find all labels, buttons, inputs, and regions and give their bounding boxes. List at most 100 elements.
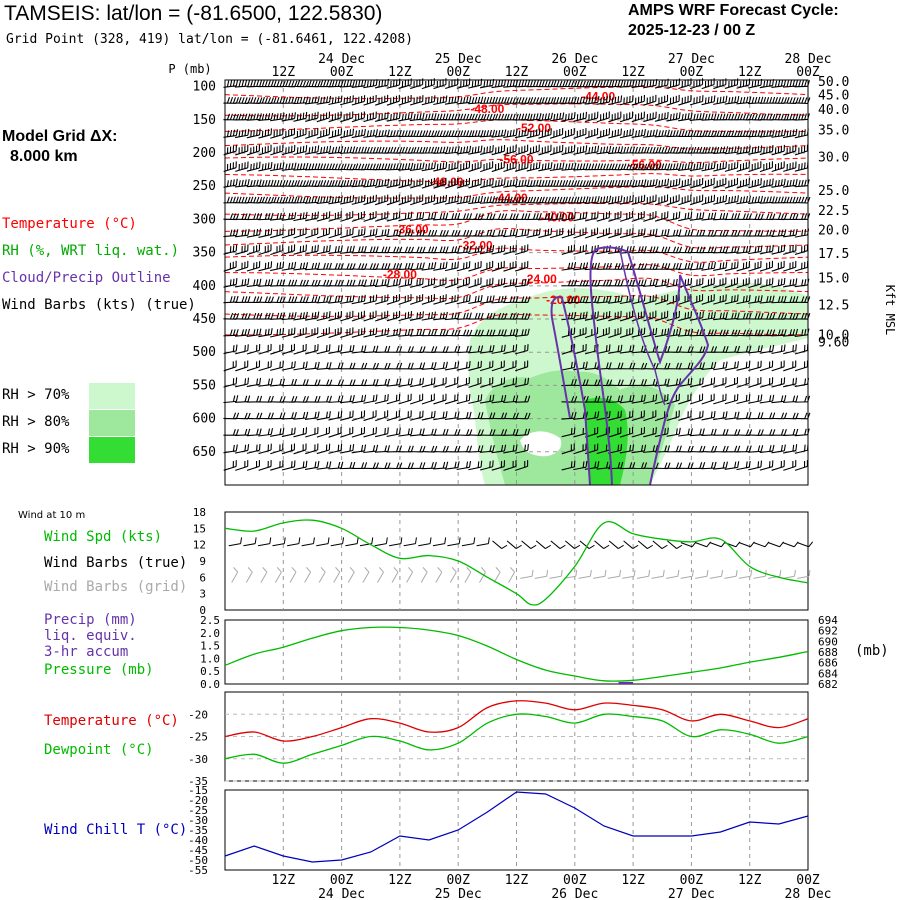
wind-barb-shaft — [759, 150, 773, 156]
wind-barb-feather — [314, 245, 316, 252]
wind-barb-feather — [530, 163, 532, 171]
wind-barb-shaft — [631, 134, 645, 138]
wind-barb-feather — [527, 97, 531, 104]
wind-barb-feather — [565, 147, 567, 154]
wind-barb-feather — [783, 344, 786, 351]
wind-barb-feather — [766, 80, 769, 87]
station-name: TAMSEIS: — [4, 2, 101, 25]
wind-barb-feather — [690, 147, 694, 154]
wind-barb-feather — [678, 112, 681, 119]
wind-barb-shaft — [351, 200, 365, 205]
wind-barb — [281, 128, 296, 139]
wind-barb-feather — [419, 246, 423, 253]
wind-barb-feather — [620, 128, 622, 135]
wind-barb-feather — [620, 111, 622, 118]
wind-barb-feather — [431, 162, 433, 170]
wind-barb-feather — [340, 80, 344, 87]
wind-barb-shaft — [351, 117, 365, 123]
wind-barb-feather — [602, 180, 607, 187]
wind-barb — [468, 161, 482, 173]
wind-barb-feather — [763, 97, 767, 104]
wind-barb-feather — [751, 113, 755, 120]
wind-barb-feather — [323, 262, 326, 270]
wind-barb-feather — [594, 146, 597, 153]
wind-barb — [223, 360, 237, 372]
wind-barb-feather — [442, 162, 445, 169]
wind-barb-feather — [529, 96, 534, 104]
wind-barb-feather — [285, 97, 289, 104]
wind-barb-feather — [524, 80, 528, 87]
wind-barb-feather — [314, 312, 317, 319]
wind-barb-feather — [334, 246, 337, 253]
wind-barb — [503, 144, 517, 156]
wind-barb-feather — [605, 262, 609, 270]
wind-barb-feather — [474, 295, 477, 303]
wind-barb-feather — [783, 144, 785, 152]
wind-barb-feather — [422, 294, 424, 301]
wind-barb-feather — [804, 179, 807, 187]
wind-barb-shaft — [316, 134, 330, 139]
wind-barb-shaft — [444, 317, 458, 321]
wind-barb-feather — [238, 96, 242, 104]
wind-barb-feather — [294, 378, 297, 386]
wind-barb-shaft — [526, 134, 540, 139]
wind-barb-feather — [739, 147, 742, 154]
wind-barb-feather — [451, 229, 455, 237]
wind-barb-feather — [792, 145, 794, 152]
wind-barb-feather — [652, 95, 654, 103]
wind-barb-feather — [299, 262, 303, 270]
wind-barb-feather — [282, 261, 285, 268]
wind-barb-feather — [445, 377, 447, 384]
wind-barb — [258, 144, 272, 156]
wind-barb-feather — [433, 95, 436, 102]
wind-barb-shaft — [596, 367, 610, 370]
wind-barb-feather — [699, 146, 703, 154]
wind-barb-feather — [597, 145, 600, 152]
wind-barb-shaft — [643, 351, 657, 354]
wind-barb — [573, 145, 588, 155]
wind-barb-shaft — [433, 200, 447, 205]
wind-barb-shaft — [782, 85, 797, 88]
wind-barb-feather — [600, 130, 602, 138]
wind-barb-feather — [463, 295, 465, 303]
wind-barb-feather — [535, 213, 539, 220]
wind-barb-feather — [323, 246, 325, 253]
wind-barb — [409, 130, 426, 138]
wind-barb-feather — [384, 79, 387, 86]
wind-barb-feather — [547, 162, 550, 170]
wind-barb-feather — [363, 327, 366, 334]
wind-barb-feather — [524, 229, 527, 236]
wind-barb-feather — [340, 227, 342, 235]
wind-barb-feather — [317, 145, 320, 152]
wind-barb-feather — [783, 213, 788, 220]
wind-barb-feather — [483, 80, 486, 88]
wind-barb-shaft — [713, 101, 727, 105]
wind-barb-feather — [541, 113, 545, 121]
wind-barb-feather — [352, 279, 356, 286]
wind-barb-feather — [559, 196, 563, 204]
wind-barb-shaft — [328, 117, 342, 123]
wind-barb-shaft — [596, 117, 610, 123]
wind-barb-feather — [372, 279, 376, 286]
wind-barb-feather — [637, 263, 642, 270]
wind-barb-feather — [337, 279, 341, 287]
wind-barb-shaft — [223, 85, 237, 88]
wind-barb-feather — [393, 146, 397, 154]
wind-barb-feather — [620, 195, 623, 202]
wind-barb-feather — [311, 113, 313, 120]
wind-barb-feather — [428, 213, 431, 220]
legend-dewpoint: Dewpoint (°C) — [44, 742, 154, 758]
wind-barb-shaft — [374, 333, 388, 338]
wind-barb-feather — [352, 211, 354, 218]
wind-barb-feather — [509, 279, 512, 286]
wind-barb-feather — [416, 96, 418, 104]
wind-barb-feather — [305, 296, 309, 303]
wind-barb-feather — [608, 211, 611, 218]
wind-barb-shaft — [234, 234, 249, 238]
wind-barb-feather — [288, 279, 292, 286]
wind-barb-shaft — [584, 151, 598, 155]
wind-barb-feather — [407, 378, 410, 385]
wind-barb-feather — [532, 179, 536, 187]
wind-barb-shaft — [409, 118, 423, 122]
wind-barb-feather — [349, 263, 353, 270]
